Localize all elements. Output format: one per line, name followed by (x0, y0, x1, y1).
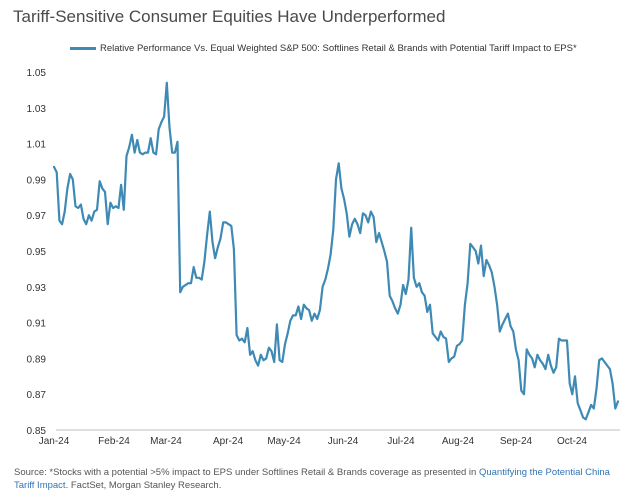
y-tick-label: 1.01 (27, 140, 47, 151)
legend-swatch (70, 47, 96, 50)
chart-legend: Relative Performance Vs. Equal Weighted … (70, 43, 577, 54)
source-link[interactable]: Quantifying the Potential China Tariff I… (14, 467, 610, 491)
x-tick-label: Mar-24 (150, 436, 182, 447)
y-tick-label: 0.89 (27, 354, 47, 365)
y-tick-label: 1.03 (27, 104, 47, 115)
x-tick-label: May-24 (267, 436, 301, 447)
y-tick-label: 0.95 (27, 247, 47, 258)
y-tick-label: 0.87 (27, 390, 47, 401)
y-tick-label: 0.93 (27, 283, 47, 294)
x-tick-label: Oct-24 (557, 436, 587, 447)
source-suffix: . FactSet, Morgan Stanley Research. (65, 480, 222, 491)
series-line (52, 81, 620, 421)
x-tick-label: Aug-24 (442, 436, 475, 447)
y-tick-label: 0.99 (27, 175, 47, 186)
x-tick-label: Sep-24 (500, 436, 533, 447)
y-tick-label: 0.91 (27, 319, 47, 330)
line-chart: 1.05 1.03 1.01 0.99 0.97 0.95 0.93 0.91 0.89 0.87… (27, 68, 620, 447)
source-note: Source: *Stocks with a potential >5% imp… (14, 466, 626, 492)
x-tick-label: Jul-24 (387, 436, 415, 447)
x-tick-label: Apr-24 (213, 436, 243, 447)
legend-label: Relative Performance Vs. Equal Weighted … (100, 43, 577, 54)
x-tick-label: Jan-24 (39, 436, 70, 447)
page-title: Tariff-Sensitive Consumer Equities Have … (13, 7, 446, 26)
source-text: Source: *Stocks with a potential >5% imp… (14, 467, 479, 478)
x-tick-label: Jun-24 (328, 436, 359, 447)
y-tick-label: 1.05 (27, 68, 47, 79)
x-tick-label: Feb-24 (98, 436, 130, 447)
y-tick-label: 0.97 (27, 211, 47, 222)
y-tick-label: 0.85 (27, 426, 47, 437)
